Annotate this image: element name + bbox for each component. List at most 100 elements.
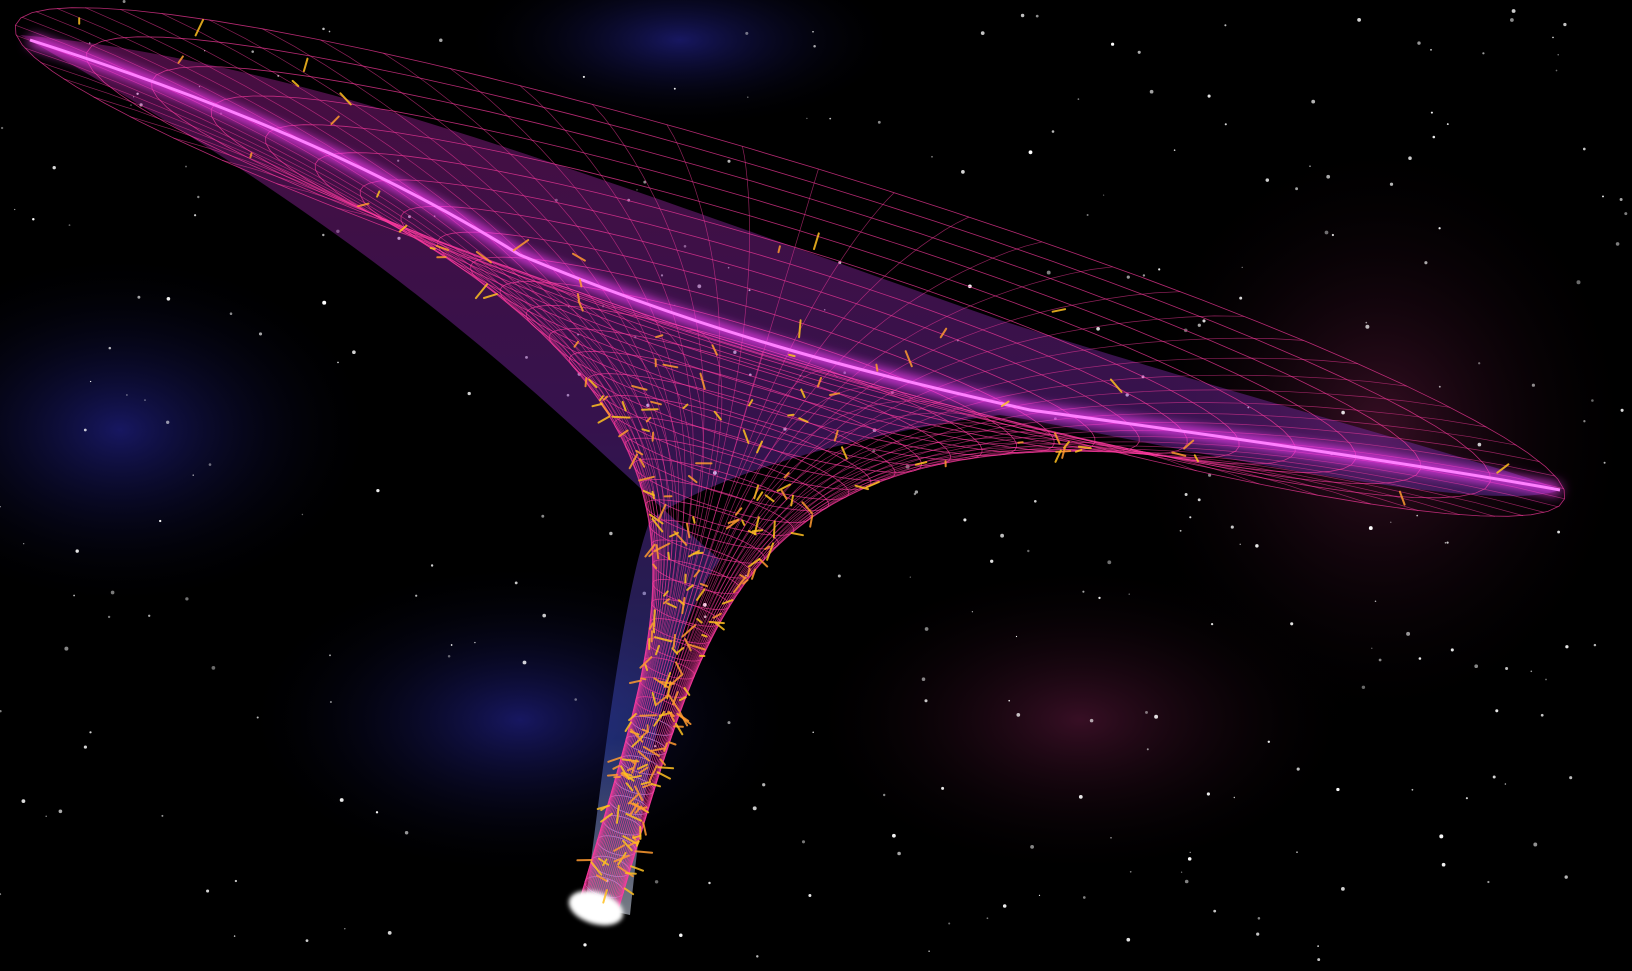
spark (625, 812, 643, 822)
spark (638, 766, 649, 774)
spark (711, 344, 718, 356)
star (1361, 685, 1366, 690)
star (1189, 851, 1191, 854)
spark (939, 327, 948, 339)
star (747, 96, 749, 98)
star (1444, 541, 1447, 544)
spark (602, 395, 609, 401)
star (64, 646, 69, 651)
spark (572, 252, 586, 262)
star (1576, 280, 1581, 285)
star (258, 332, 263, 336)
star (1046, 270, 1051, 275)
spark (678, 599, 685, 606)
spark (655, 644, 660, 656)
spark (249, 152, 253, 159)
funnel-surface (20, 35, 1560, 915)
star (1038, 894, 1041, 897)
spark (302, 57, 309, 73)
spark (588, 378, 598, 389)
spark (650, 783, 661, 788)
star (1408, 156, 1412, 160)
star (1439, 834, 1444, 839)
star (251, 50, 254, 53)
grid-spoke (449, 68, 686, 898)
spark (607, 756, 623, 763)
star (921, 677, 926, 681)
spark (798, 319, 802, 339)
spark (634, 785, 644, 802)
star (1082, 590, 1085, 593)
star (1450, 648, 1454, 652)
spark (741, 519, 746, 526)
grid-spoke (320, 39, 674, 898)
spark (721, 599, 734, 605)
star (1255, 544, 1259, 548)
spark (693, 569, 701, 578)
star (415, 594, 418, 597)
spark (631, 735, 644, 748)
spark (628, 713, 637, 722)
spark (833, 429, 839, 442)
star (727, 721, 731, 725)
star (1492, 775, 1496, 779)
star (1583, 420, 1586, 423)
star (1533, 842, 1538, 847)
spark (798, 417, 809, 423)
star (1137, 50, 1141, 54)
spark (748, 399, 754, 407)
spark (637, 763, 648, 770)
star (233, 935, 236, 937)
spark (678, 713, 690, 722)
star (1602, 195, 1604, 198)
spark (783, 472, 790, 479)
spark (1077, 445, 1092, 450)
star (1173, 149, 1176, 151)
spark (622, 839, 633, 852)
spark (596, 874, 608, 882)
star (609, 531, 613, 536)
star (1207, 94, 1211, 98)
star (1430, 48, 1432, 51)
spark (591, 403, 603, 408)
grid-spoke (120, 8, 660, 899)
grid-spoke (56, 8, 656, 900)
star (1357, 18, 1361, 22)
star (83, 428, 87, 432)
star (986, 917, 989, 920)
star (1365, 321, 1368, 324)
spark (764, 545, 771, 551)
spark (655, 693, 670, 706)
spark (429, 247, 436, 250)
spark (644, 543, 656, 558)
star (1008, 699, 1011, 702)
star (679, 933, 683, 938)
star (1569, 776, 1573, 780)
star (352, 350, 356, 355)
particles (78, 17, 1510, 904)
spark (597, 415, 611, 424)
spark (376, 190, 381, 198)
spark (620, 772, 628, 779)
star (1129, 870, 1132, 873)
spark (790, 532, 804, 537)
star (1213, 909, 1217, 913)
spark (696, 618, 703, 624)
spark (339, 92, 352, 106)
spark (686, 522, 691, 539)
spark (1017, 441, 1024, 444)
spark (692, 551, 704, 555)
star (1378, 658, 1382, 662)
grid-spoke (35, 11, 655, 901)
spark (622, 835, 639, 845)
spark (602, 889, 608, 904)
star (1126, 937, 1131, 942)
star (450, 644, 453, 646)
star (813, 44, 816, 48)
star (21, 799, 26, 803)
star (806, 117, 808, 120)
star (1406, 631, 1411, 636)
star (0, 506, 1, 508)
star (948, 922, 951, 925)
